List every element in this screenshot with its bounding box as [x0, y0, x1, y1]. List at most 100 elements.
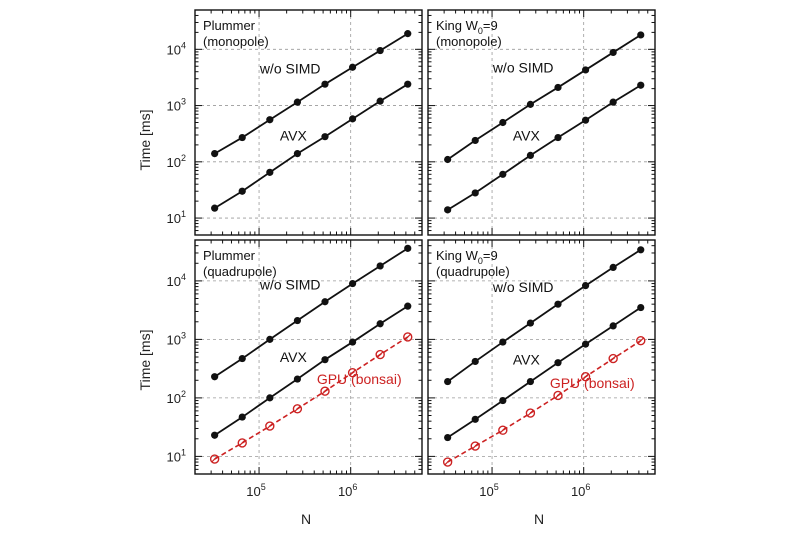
x-axis-title-left: N — [301, 511, 311, 527]
data-point — [526, 100, 535, 108]
data-point — [404, 80, 412, 88]
series-label: w/o SIMD — [259, 61, 321, 77]
data-point-cross — [499, 427, 507, 434]
data-point — [498, 425, 508, 435]
series-label: AVX — [280, 349, 308, 365]
data-point — [637, 246, 645, 254]
x-tick-label: 106 — [571, 482, 590, 499]
x-axis-title-right: N — [534, 511, 544, 527]
data-point — [211, 204, 219, 212]
series-avx: AVX — [211, 302, 412, 439]
data-point — [404, 244, 412, 252]
data-point — [499, 396, 507, 405]
y-tick-label: 103 — [167, 97, 186, 114]
data-point — [499, 170, 507, 178]
series-gpu-bonsai-: GPU (bonsai) — [209, 332, 413, 464]
data-point — [444, 155, 452, 164]
y-axis-title-bottom: Time [ms] — [137, 330, 153, 391]
series-line — [214, 305, 409, 436]
data-point — [238, 413, 246, 421]
data-point — [293, 98, 302, 106]
data-point — [470, 441, 480, 451]
data-point — [471, 415, 479, 423]
data-point — [525, 408, 536, 418]
panel-frame — [427, 9, 656, 236]
data-point — [376, 320, 384, 328]
panel-frame — [194, 239, 423, 475]
data-point-cross — [444, 458, 451, 466]
data-point-cross — [321, 387, 329, 395]
series-label: AVX — [280, 127, 308, 143]
series-avx: AVX — [444, 303, 645, 442]
data-point-cross — [527, 409, 534, 417]
axis-titles: Time [ms] Time [ms] N N — [137, 110, 544, 527]
data-point-cross — [266, 422, 274, 430]
data-point — [609, 48, 617, 57]
panel-label: King W0=9 — [436, 18, 498, 36]
data-point — [237, 438, 247, 448]
series-label: GPU (bonsai) — [317, 371, 402, 387]
data-point — [238, 187, 246, 195]
data-point — [554, 133, 562, 142]
data-point — [609, 322, 617, 330]
data-point — [442, 457, 453, 467]
data-point — [404, 302, 412, 310]
series-line — [447, 249, 642, 383]
data-point — [553, 390, 563, 401]
data-point — [376, 97, 384, 105]
data-point — [444, 377, 452, 386]
series-line — [447, 34, 642, 161]
series-label: w/o SIMD — [259, 276, 321, 292]
panel-label-line2: (quadrupole) — [436, 264, 510, 279]
data-point-cross — [554, 392, 562, 399]
data-point — [608, 353, 618, 364]
data-point — [580, 372, 591, 382]
data-point — [526, 319, 535, 327]
data-point — [321, 356, 329, 364]
panel-label-line2: (quadrupole) — [203, 264, 277, 279]
data-point — [471, 357, 479, 366]
series-w-o-simd: w/o SIMD — [444, 246, 645, 386]
x-tick-label: 105 — [246, 482, 265, 499]
series-label: w/o SIMD — [492, 279, 554, 295]
data-point — [637, 303, 645, 312]
data-point — [266, 116, 274, 124]
data-point — [609, 263, 617, 272]
data-point — [211, 373, 219, 381]
data-point — [581, 340, 590, 348]
series-line — [447, 306, 642, 439]
data-point — [292, 404, 303, 414]
series-gpu-bonsai-: GPU (bonsai) — [442, 335, 646, 467]
data-point — [211, 149, 219, 158]
series-w-o-simd: w/o SIMD — [211, 30, 412, 158]
series-line — [214, 336, 409, 460]
series-line — [447, 84, 642, 211]
data-point-cross — [582, 373, 589, 380]
data-point-cross — [211, 455, 218, 463]
data-point — [321, 298, 329, 306]
panel-label-line2: (monopole) — [436, 34, 502, 49]
x-tick-label: 106 — [338, 482, 357, 499]
data-point — [609, 98, 617, 106]
data-point — [348, 63, 357, 71]
panel-bottom-left: 101 102 103 104 105 106 Plummer(quadrupole)w/o… — [167, 239, 423, 499]
y-tick-label: 103 — [167, 330, 186, 347]
data-point — [499, 118, 507, 127]
series-avx: AVX — [444, 81, 645, 214]
data-point-cross — [376, 351, 384, 358]
data-point — [293, 375, 302, 383]
data-point — [581, 282, 590, 290]
series-line — [447, 340, 642, 463]
series-label: AVX — [513, 127, 541, 143]
panel-top-left: 101 102 103 104 Plummer(monopole) w/o SIMD AVX — [167, 9, 423, 236]
series-avx: AVX — [211, 80, 412, 212]
data-point-cross — [239, 439, 246, 447]
data-point — [403, 332, 413, 342]
series-w-o-simd: w/o SIMD — [444, 31, 645, 164]
data-point — [266, 335, 274, 343]
data-point — [266, 168, 274, 176]
panel-frame — [194, 9, 423, 236]
data-point — [211, 431, 219, 439]
data-point — [376, 46, 384, 55]
